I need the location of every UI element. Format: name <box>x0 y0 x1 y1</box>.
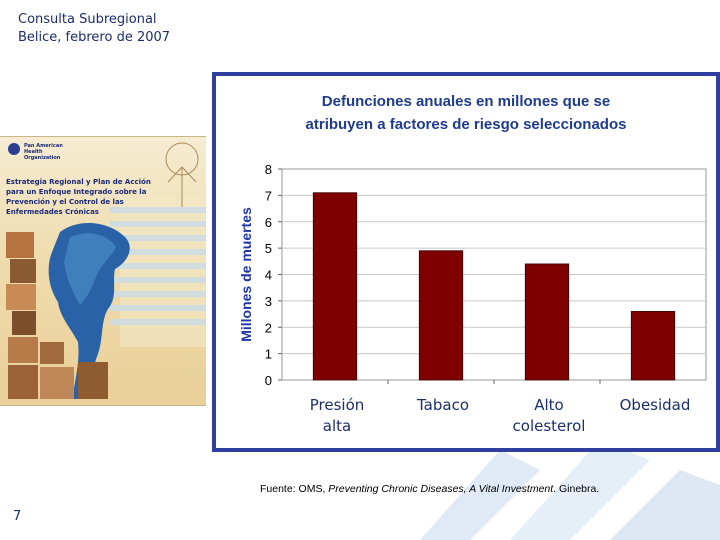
y-tick-label: 8 <box>265 162 272 177</box>
y-tick-label: 1 <box>265 347 272 362</box>
x-tick-label-line-2: alta <box>323 417 351 435</box>
page-number: 7 <box>13 509 22 524</box>
bar <box>418 250 464 381</box>
bar <box>630 311 676 381</box>
cover-illustration <box>6 142 206 399</box>
source-prefix: Fuente: OMS, <box>260 483 329 495</box>
y-tick-label: 2 <box>265 320 272 335</box>
x-tick-label: Tabaco <box>416 396 469 414</box>
x-tick-label: Presión <box>310 396 365 414</box>
cover-org-line-3: Organization <box>24 155 61 161</box>
cover-org-line-2: Health <box>24 149 43 155</box>
source-citation: Fuente: OMS, Preventing Chronic Diseases… <box>260 483 599 495</box>
header-line-2: Belice, febrero de 2007 <box>18 30 171 45</box>
chart-title-line-2: atribuyen a factores de riesgo seleccion… <box>306 116 627 133</box>
slide-header: Consulta Subregional Belice, febrero de … <box>18 11 170 47</box>
bar <box>312 192 358 381</box>
y-tick-label: 4 <box>265 268 272 283</box>
x-tick-label: Obesidad <box>620 396 691 414</box>
y-tick-label: 6 <box>265 215 272 230</box>
y-tick-label: 3 <box>265 294 272 309</box>
report-cover-image: Pan American Health Organization Estrate… <box>0 136 206 406</box>
y-tick-label: 5 <box>265 241 272 256</box>
cover-title: Estrategia Regional y Plan de Acción par… <box>6 178 151 216</box>
header-line-1: Consulta Subregional <box>18 12 157 27</box>
chart-panel: Defunciones anuales en millones que se at… <box>216 76 716 448</box>
x-tick-label: Alto <box>534 396 564 414</box>
cover-organization: Pan American Health Organization <box>24 143 63 161</box>
background-decoration <box>420 440 720 540</box>
bar-chart: Defunciones anuales en millones que se at… <box>238 93 707 435</box>
y-tick-label: 7 <box>265 188 272 203</box>
x-tick-label-line-2: colesterol <box>513 417 586 435</box>
paho-logo <box>8 143 20 155</box>
y-tick-label: 0 <box>265 373 272 388</box>
bar <box>524 263 570 381</box>
chart-title-line-1: Defunciones anuales en millones que se <box>322 93 610 110</box>
source-work-title: Preventing Chronic Diseases, A Vital Inv… <box>328 483 554 495</box>
cover-org-line-1: Pan American <box>24 143 63 149</box>
chart-frame: Defunciones anuales en millones que se at… <box>212 72 720 452</box>
cover-photo-strip <box>6 232 108 399</box>
y-axis-label: Millones de muertes <box>238 207 254 342</box>
source-suffix: . Ginebra. <box>553 483 600 495</box>
